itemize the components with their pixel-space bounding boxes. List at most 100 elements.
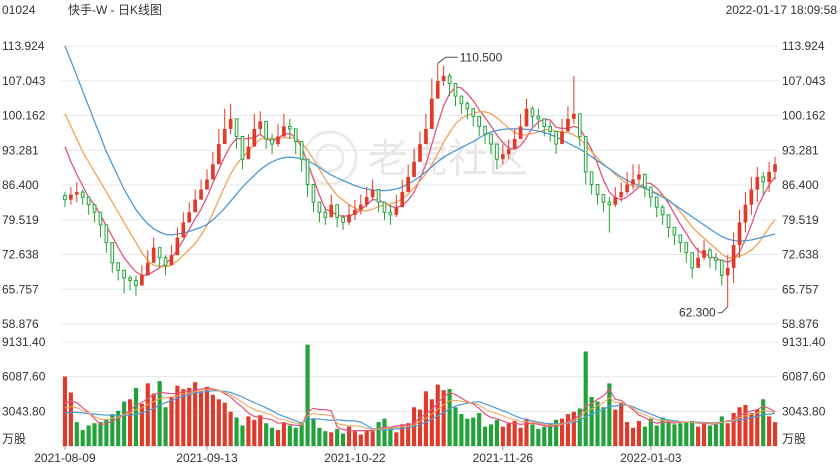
candle-body [376, 189, 381, 203]
candle-body [86, 196, 91, 206]
volume-bar [666, 420, 671, 446]
candle-body [447, 75, 452, 84]
candle-body [358, 204, 363, 210]
volume-bar [654, 425, 659, 446]
candle-body [134, 279, 138, 286]
volume-bar [577, 408, 582, 446]
volume-bar [86, 425, 91, 446]
candle-body [731, 245, 736, 268]
candle-body [145, 262, 150, 276]
volume-bar [317, 427, 322, 446]
x-tick-label: 2022-01-03 [620, 451, 682, 465]
volume-bar [252, 419, 257, 446]
candle-body [755, 176, 760, 190]
candle-body [613, 197, 618, 205]
volume-bar [358, 434, 363, 446]
candle-body [270, 138, 274, 145]
watermark-logo-inner [315, 143, 345, 173]
volume-bar [116, 410, 121, 446]
price-annotations: 110.500 62.300 [437, 50, 729, 320]
candle-body [714, 257, 718, 261]
volume-bar [400, 424, 405, 446]
candle-body [725, 267, 730, 276]
candle-body [199, 189, 203, 200]
candle-body [228, 118, 233, 129]
volume-bar [376, 422, 381, 446]
volume-bar [382, 418, 387, 446]
volume-bar [619, 402, 624, 446]
volume-bar [335, 428, 340, 446]
candle-body [767, 171, 771, 182]
volume-bar [613, 409, 618, 446]
volume-bar [630, 427, 636, 446]
candle-body [631, 179, 635, 185]
volume-bar [151, 393, 156, 446]
volume-bar [110, 414, 115, 446]
candle-body [276, 136, 280, 145]
volume-bar [175, 385, 180, 446]
volume-tick-label-right: 3043.80 [782, 404, 826, 418]
candle-body [435, 80, 440, 99]
volume-bar [471, 417, 476, 446]
candle-body [400, 192, 405, 208]
x-tick-label: 2021-10-22 [324, 451, 386, 465]
candle-body [305, 158, 310, 185]
volume-bar [672, 424, 677, 446]
price-tick-label-right: 65.757 [782, 282, 819, 296]
volume-bar [684, 422, 689, 446]
volume-bar [494, 419, 499, 446]
volume-bar [275, 430, 281, 446]
watermark: 老虎社区 [302, 130, 528, 186]
candle-body [157, 247, 162, 259]
candle-body [364, 197, 369, 205]
x-tick-label: 2021-09-13 [176, 451, 238, 465]
candle-body [347, 214, 351, 223]
volume-bar [305, 344, 310, 446]
candle-body [211, 164, 215, 180]
volume-bar [204, 386, 210, 446]
candle-body [311, 183, 316, 203]
candle-body [341, 216, 345, 223]
candle-body [234, 118, 239, 138]
candle-body [654, 196, 659, 208]
volume-bar [98, 422, 103, 446]
candle-body [483, 125, 487, 135]
volume-bar [222, 402, 227, 446]
price-tick-label-left: 113.924 [2, 39, 45, 53]
candle-body [216, 144, 221, 165]
volume-bar [139, 403, 144, 446]
volume-bar [725, 423, 730, 446]
candle-body [128, 277, 132, 281]
x-tick-label: 2021-11-26 [473, 451, 534, 465]
candle-body [566, 118, 570, 132]
candle-body [761, 176, 766, 183]
candle-body [282, 126, 286, 137]
candle-body [258, 121, 263, 129]
candle-body [430, 98, 434, 129]
volume-bar [447, 389, 452, 446]
price-tick-label-left: 107.043 [2, 74, 46, 88]
volume-bar [465, 418, 470, 446]
volume-bar [122, 401, 127, 446]
volume-bar [423, 391, 428, 446]
volume-axes: 9131.40 9131.40 6087.60 6087.60 3043.80 3043.… [2, 335, 826, 446]
candle-body [542, 118, 547, 127]
candle-body [512, 139, 517, 150]
price-tick-label-right: 86.400 [782, 178, 819, 192]
volume-bar [595, 401, 600, 446]
volume-bar [542, 426, 547, 446]
price-tick-label-left: 65.757 [2, 282, 39, 296]
volume-bar [406, 423, 411, 446]
volume-unit-label-right: 万股 [782, 432, 806, 446]
volume-bar [737, 407, 742, 446]
candle-body [737, 222, 742, 246]
volume-bar [181, 389, 186, 446]
candle-body [163, 257, 168, 266]
candle-body [264, 120, 268, 140]
volume-bar [743, 404, 748, 446]
volume-bar [323, 431, 328, 446]
candle-body [749, 189, 754, 205]
volume-bar [269, 427, 275, 446]
volume-bar [240, 425, 245, 446]
volume-bar [642, 426, 647, 446]
